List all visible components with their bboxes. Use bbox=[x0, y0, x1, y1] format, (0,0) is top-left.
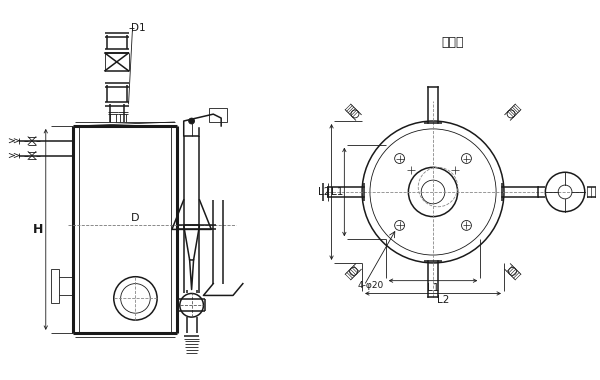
Text: H: H bbox=[33, 223, 43, 236]
Text: L2: L2 bbox=[319, 187, 331, 197]
Circle shape bbox=[188, 118, 194, 124]
Bar bbox=[50, 269, 59, 303]
Text: 俯視圖: 俯視圖 bbox=[442, 36, 464, 49]
Text: D1: D1 bbox=[131, 24, 146, 33]
Text: L1: L1 bbox=[331, 187, 344, 197]
Bar bbox=[209, 108, 227, 122]
Text: 4-φ20: 4-φ20 bbox=[357, 281, 383, 290]
Text: L1: L1 bbox=[427, 283, 439, 293]
Text: L2: L2 bbox=[437, 295, 449, 306]
Text: D: D bbox=[131, 214, 140, 223]
